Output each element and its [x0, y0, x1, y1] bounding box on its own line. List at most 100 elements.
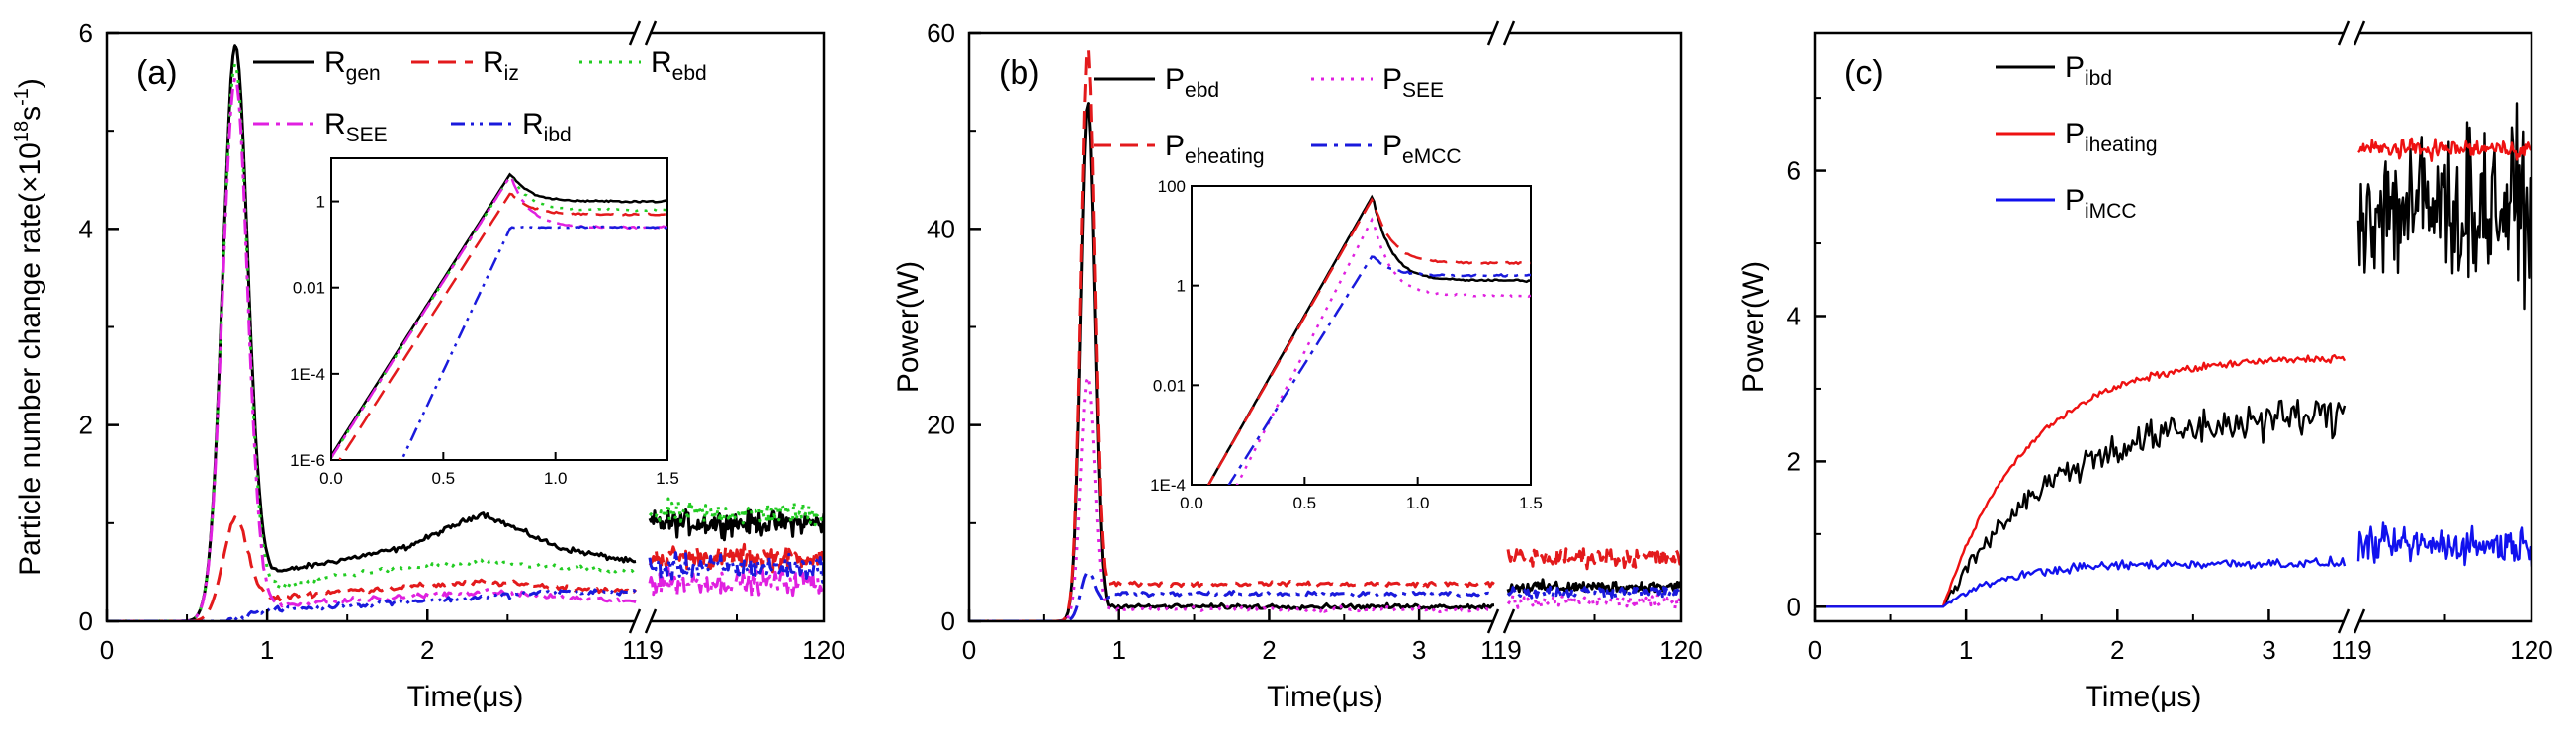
chart-panel-2: 0 20 40 60 0 1 2 3 119 120 Time(μs) Power(W) (b) Pebd… — [892, 18, 1703, 713]
x-axis-label: Time(μs) — [1267, 681, 1383, 713]
x-tick-label-break: 119 — [1480, 635, 1521, 665]
y-tick-label: 20 — [927, 411, 955, 440]
inset-plot-area — [331, 172, 667, 460]
x-tick-label-break: 119 — [2331, 635, 2371, 665]
legend: Rgen Riz Rebd RSEE Ribd — [253, 46, 707, 146]
legend-label-ebd: Pebd — [1165, 63, 1219, 102]
axis-break-slash — [1502, 608, 1516, 634]
axis-break-slash — [2353, 20, 2366, 46]
legend: Pibd Piheating PiMCC — [1996, 51, 2158, 223]
plot-frame — [1813, 31, 2533, 623]
y-axis-label: Power(W) — [1737, 261, 1770, 393]
inset-series-SEE — [1235, 217, 1531, 485]
axis-break-slash — [1502, 20, 1516, 46]
x-tick-label: 2 — [2110, 635, 2124, 665]
legend-label-iMCC: PiMCC — [2065, 184, 2137, 223]
x-tick-label: 1 — [260, 635, 274, 665]
inset-x-tick-label: 0.5 — [1293, 494, 1317, 512]
x-tick-label: 2 — [420, 635, 434, 665]
series-line-SEE-right — [1506, 593, 1681, 610]
x-tick-label: 0 — [962, 635, 976, 665]
axis-break-slash — [628, 608, 642, 634]
x-tick-label-right: 120 — [1659, 635, 1702, 665]
series-line-ebd-left — [107, 62, 638, 621]
legend-label-eheating: Peheating — [1165, 130, 1265, 168]
series-line-iMCC-right — [2356, 521, 2532, 567]
x-tick-label-right: 120 — [2510, 635, 2552, 665]
inset-x-tick-label: 1.0 — [1406, 494, 1430, 512]
y-tick-label: 0 — [941, 606, 955, 636]
legend-label-SEE: RSEE — [324, 108, 388, 146]
y-tick-label: 2 — [79, 411, 93, 440]
inset-y-tick-label: 1 — [316, 193, 325, 212]
inset-frame — [330, 157, 668, 461]
y-tick-label: 40 — [927, 214, 955, 243]
series-line-iheating-right — [2357, 137, 2532, 162]
axis-break-slash — [2337, 20, 2351, 46]
x-tick-label: 1 — [1959, 635, 1973, 665]
plot-area — [1815, 102, 2532, 608]
legend-label-ebd: Rebd — [651, 46, 707, 85]
y-tick-label: 60 — [927, 18, 955, 47]
axis-break-gap — [2345, 29, 2358, 37]
x-tick-label: 0 — [1808, 635, 1821, 665]
inset-y-tick-label: 1 — [1177, 277, 1186, 296]
x-axis-label: Time(μs) — [407, 681, 524, 713]
legend-label-gen: Rgen — [324, 46, 381, 85]
inset-x-tick-label: 1.0 — [544, 469, 568, 488]
series-line-ibd-left — [107, 588, 638, 621]
axis-break-slash — [1486, 608, 1500, 634]
y-tick-label: 0 — [1787, 592, 1801, 621]
series-line-gen-left — [107, 44, 637, 621]
legend-label-iz: Riz — [483, 46, 519, 85]
axis-break-slash — [1486, 20, 1500, 46]
legend: Pebd PSEE Peheating PeMCC — [1094, 63, 1462, 168]
legend-label-ibd: Pibd — [2065, 51, 2112, 90]
axis-break-gap — [2345, 617, 2358, 625]
series-line-SEE-right — [648, 566, 824, 599]
inset-y-tick-label: 1E-6 — [290, 451, 325, 470]
inset-y-tick-label: 0.01 — [1153, 376, 1186, 395]
inset-x-tick-label: 1.5 — [1519, 494, 1543, 512]
legend-label-SEE: PSEE — [1382, 63, 1444, 102]
inset-plot-area — [1206, 194, 1531, 485]
y-tick-label: 4 — [1787, 301, 1801, 330]
y-tick-label: 2 — [1787, 446, 1801, 476]
panel-label: (c) — [1844, 54, 1884, 92]
series-line-ibd-left — [1815, 399, 2347, 608]
panel-label: (b) — [999, 54, 1040, 92]
inset-y-tick-label: 1E-4 — [290, 365, 325, 384]
legend-label-iheating: Piheating — [2065, 118, 2158, 156]
x-tick-label: 3 — [2262, 635, 2275, 665]
series-line-eMCC-right — [1506, 585, 1681, 600]
x-tick-label-break: 119 — [622, 635, 663, 665]
y-axis-label: Power(W) — [892, 261, 925, 393]
y-tick-label: 4 — [79, 214, 93, 243]
y-axis-label: Particle number change rate(×1018s-1) — [11, 78, 46, 576]
legend-label-ibd: Ribd — [522, 108, 572, 146]
inset-series-eMCC — [1227, 255, 1531, 485]
series-line-ibd-right — [2356, 102, 2532, 311]
series-line-iMCC-left — [1815, 555, 2347, 608]
y-tick-label: 6 — [1787, 156, 1801, 186]
axis-break-slash — [628, 20, 642, 46]
inset-x-tick-label: 0.0 — [1180, 494, 1203, 512]
axis-break-slash — [2337, 608, 2351, 634]
x-tick-label: 2 — [1262, 635, 1276, 665]
series-line-ebd-right — [1506, 578, 1681, 597]
axis-break-gap — [636, 29, 650, 37]
inset-series-iz — [337, 192, 667, 460]
series-line-eheating-right — [1506, 546, 1681, 571]
inset-series-ibd — [400, 225, 667, 460]
series-line-ebd-right — [648, 497, 824, 527]
inset-x-tick-label: 0.5 — [432, 469, 456, 488]
x-axis-label: Time(μs) — [2086, 681, 2202, 713]
axis-break-slash — [644, 608, 658, 634]
inset-frame — [1191, 185, 1532, 486]
inset-chart: 0.0 0.5 1.0 1.5 1E-6 1E-4 0.01 1 — [290, 157, 679, 488]
chart-panel-1: 0 2 4 6 0 1 2 119 120 Time(μs) Particle number cha… — [11, 18, 845, 713]
inset-chart: 0.0 0.5 1.0 1.5 1E-4 0.01 1 100 — [1150, 177, 1543, 512]
inset-x-tick-label: 1.5 — [656, 469, 679, 488]
axis-break-slash — [2353, 608, 2366, 634]
